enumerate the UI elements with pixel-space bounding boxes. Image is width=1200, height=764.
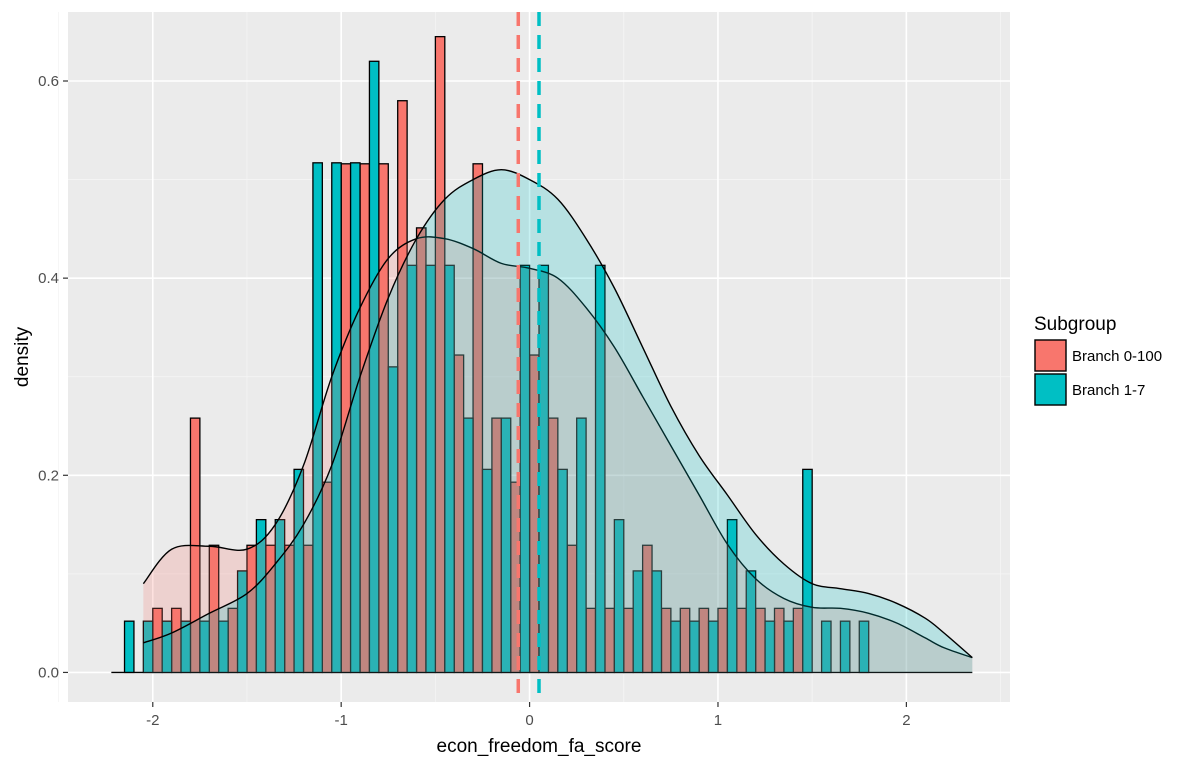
x-axis-title: econ_freedom_fa_score: [437, 736, 642, 757]
histogram-bar-branch-1-7: [481, 468, 493, 674]
histogram-bar-branch-1-7: [236, 570, 248, 674]
legend-items: Branch 0-100 Branch 1-7: [1034, 339, 1162, 406]
density-curve-branch-1-7: [143, 169, 973, 659]
histogram-bar-branch-1-7: [161, 620, 173, 674]
histogram-bar-branch-1-7: [500, 417, 512, 674]
histogram-bar-branch-1-7: [331, 162, 342, 674]
legend-swatch-branch-1-7: [1034, 373, 1067, 406]
axes: -2 -1 0 1 2 0.0 0.2 0.4 0.6: [38, 73, 910, 729]
histogram-bar-branch-1-7: [802, 468, 813, 674]
histogram-bar-branch-1-7: [783, 620, 794, 674]
y-tick-label: 0.4: [38, 270, 59, 287]
mean-lines: [516, 12, 541, 702]
x-tick-label: 0: [525, 712, 533, 729]
y-tick-label: 0.0: [38, 664, 59, 681]
histogram-bar-branch-1-7: [274, 518, 286, 674]
histogram-bar-branch-1-7: [651, 570, 663, 674]
histogram-bar-branch-1-7: [576, 417, 587, 674]
histogram-bar-branch-1-7: [180, 620, 192, 674]
histogram-bar-branch-1-7: [462, 417, 474, 674]
density-curves: [142, 169, 973, 673]
x-tick-label: 1: [714, 712, 722, 729]
histogram-bar-branch-1-7: [368, 60, 380, 674]
histogram-bar-branch-1-7: [425, 264, 437, 674]
histogram-bar-branch-1-7: [142, 620, 154, 674]
histogram-bar-branch-1-7: [764, 620, 776, 674]
x-tick-label: 2: [902, 712, 910, 729]
legend-label-branch-1-7: Branch 1-7: [1072, 382, 1145, 399]
histogram-bar-branch-1-7: [406, 264, 418, 674]
histogram-bar-branch-1-7: [349, 162, 361, 674]
histogram-bar-branch-1-7: [199, 620, 210, 674]
y-tick-label: 0.6: [38, 73, 59, 90]
histogram-bar-branch-1-7: [387, 366, 399, 674]
histogram-bars: [111, 35, 973, 674]
y-tick-label: 0.2: [38, 467, 59, 484]
x-tick-label: -2: [146, 712, 159, 729]
histogram-bar-branch-1-7: [745, 570, 757, 674]
histogram-bar-branch-1-7: [444, 264, 455, 674]
x-tick-label: -1: [335, 712, 348, 729]
density-curve-branch-0-100: [142, 236, 973, 659]
histogram-bar-branch-1-7: [255, 518, 267, 674]
y-axis-title: density: [12, 326, 33, 387]
histogram-bar-branch-1-7: [689, 620, 700, 674]
histogram-bar-branch-1-7: [218, 620, 229, 674]
histogram-bar-branch-1-7: [858, 620, 870, 674]
histogram-bar-branch-1-7: [707, 620, 719, 674]
histogram-bar-branch-1-7: [293, 468, 305, 674]
histogram-bar-branch-1-7: [726, 518, 738, 674]
histogram-bar-branch-1-7: [839, 620, 851, 674]
legend-title: Subgroup: [1034, 314, 1116, 335]
histogram-bar-branch-1-7: [557, 468, 568, 674]
histogram-bar-branch-1-7: [632, 570, 644, 674]
density-area-branch-1-7: [143, 169, 973, 673]
histogram-bar-branch-1-7: [519, 264, 531, 674]
legend-swatch-branch-0-100: [1034, 339, 1067, 372]
histogram-bar-branch-1-7: [123, 620, 135, 674]
histogram-bar-branch-1-7: [613, 518, 625, 674]
histogram-bar-branch-1-7: [312, 162, 323, 674]
legend-label-branch-0-100: Branch 0-100: [1072, 348, 1162, 365]
histogram-bar-branch-1-7: [820, 620, 832, 674]
density-area-branch-0-100: [143, 236, 973, 673]
histogram-bar-branch-1-7: [670, 620, 681, 674]
histogram-bar-branch-1-7: [538, 264, 550, 674]
legend: Subgroup Branch 0-100 Branch 1-7: [1034, 314, 1162, 406]
histogram-bar-branch-1-7: [594, 264, 606, 674]
